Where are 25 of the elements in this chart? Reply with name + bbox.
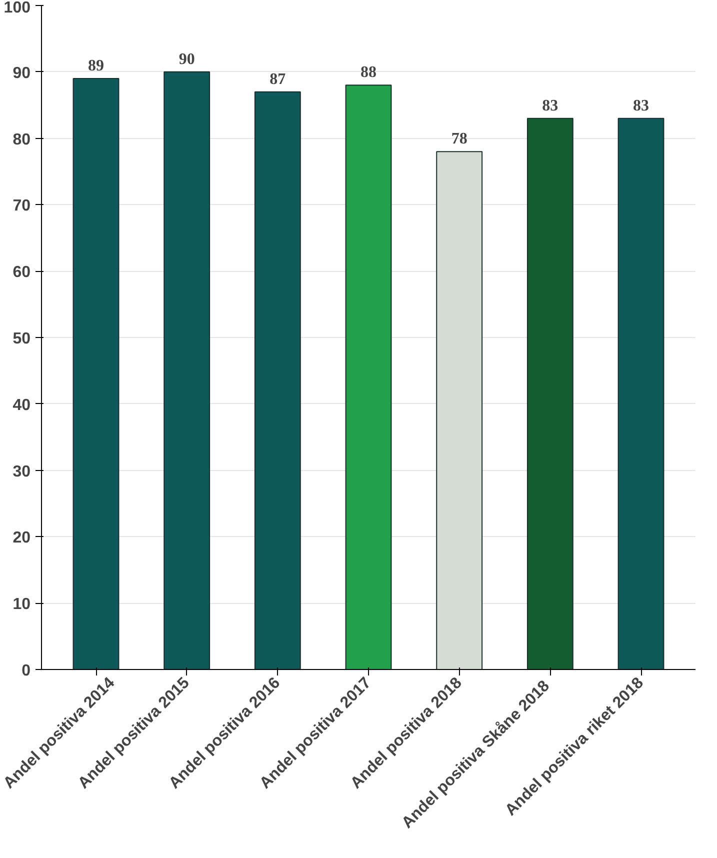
data-label: 89 [88,58,104,75]
y-tick-label: 100 [4,0,31,16]
bar [164,71,210,670]
data-label: 78 [451,130,468,148]
bar [345,84,392,670]
y-tick-label: 10 [12,596,31,614]
y-tick-label: 60 [12,264,31,282]
y-tick-label: 70 [12,198,31,215]
bar [72,78,120,670]
y-tick-label: 50 [12,330,31,348]
data-label: 83 [542,97,558,114]
data-label: 87 [270,70,286,88]
bar [254,91,301,670]
data-label: 88 [360,64,376,82]
bar [618,118,664,670]
y-tick-label: 90 [12,64,31,82]
y-tick-label: 40 [12,396,31,414]
bar [526,118,574,670]
data-label: 83 [633,97,649,114]
y-tick-label: 20 [12,530,31,547]
bar [436,151,483,670]
y-tick-label: 80 [12,131,31,148]
data-label: 90 [178,50,195,68]
y-tick-label: 30 [12,463,31,480]
y-tick-label: 0 [22,662,31,680]
